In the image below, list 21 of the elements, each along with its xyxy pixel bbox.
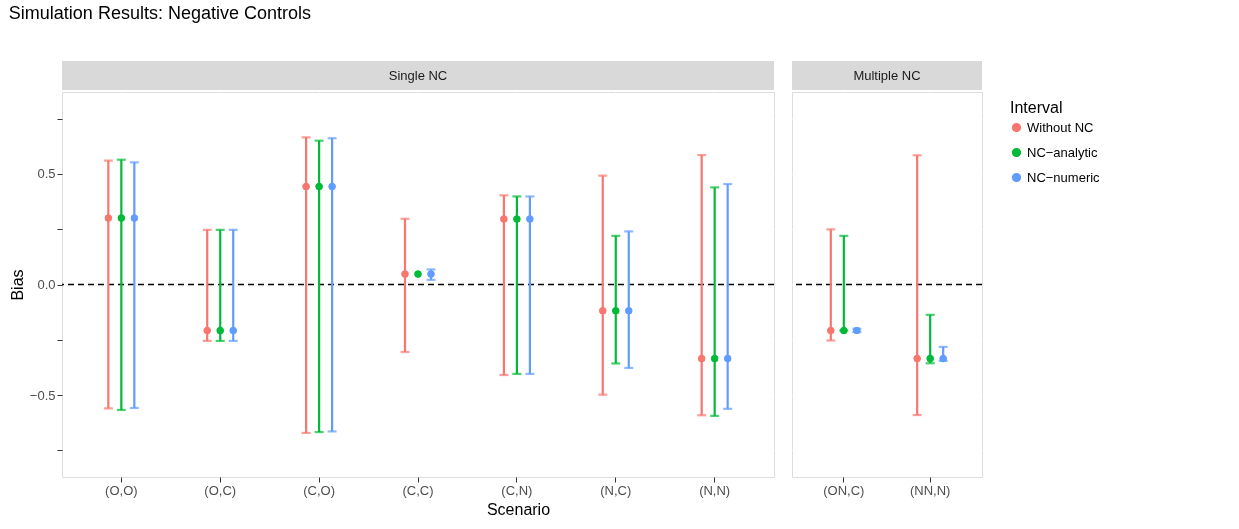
x-tick-label: (C,N) — [501, 482, 533, 498]
x-axis-title: Scenario — [486, 500, 551, 518]
legend-label: NC−analytic — [1027, 144, 1098, 160]
chart-subtitle: Single NC — [388, 68, 448, 83]
legend-label: NC−numeric — [1027, 169, 1101, 185]
x-tick-label: (ON,C) — [823, 482, 865, 498]
y-tick-label: −0.5 — [29, 387, 56, 403]
chart-title: Simulation Results: Negative Controls — [8, 2, 311, 23]
x-tick-label: (C,O) — [303, 482, 335, 498]
x-tick-label: (O,O) — [105, 482, 138, 498]
legend-label: Without NC — [1027, 119, 1094, 135]
legend-title: Interval — [1010, 99, 1063, 116]
x-tick-label: (N,N) — [699, 482, 731, 498]
chart-subtitle: Multiple NC — [853, 68, 921, 83]
x-tick-label: (N,C) — [600, 482, 632, 498]
x-tick-label: (O,C) — [204, 482, 237, 498]
y-tick-label: 0.5 — [37, 166, 56, 182]
x-tick-label: (C,C) — [402, 482, 434, 498]
x-tick-label: (NN,N) — [909, 482, 951, 498]
y-axis-title: Bias — [8, 269, 26, 301]
y-tick-label: 0.0 — [37, 277, 56, 292]
